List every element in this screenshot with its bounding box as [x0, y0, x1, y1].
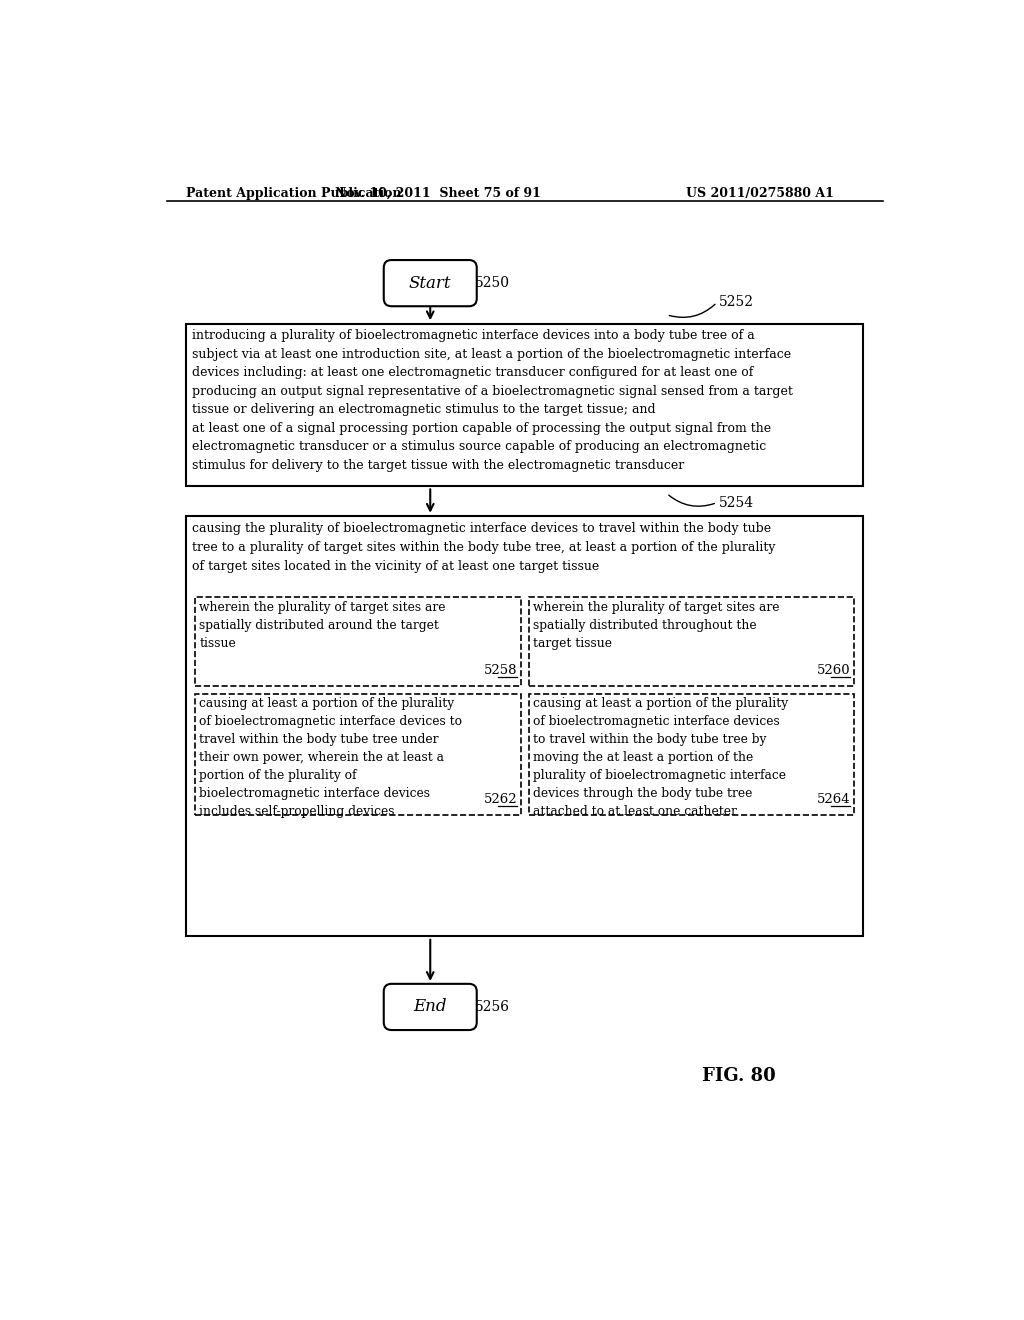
FancyBboxPatch shape	[528, 693, 854, 816]
FancyBboxPatch shape	[186, 323, 863, 486]
FancyBboxPatch shape	[384, 983, 477, 1030]
Text: wherein the plurality of target sites are
spatially distributed throughout the
t: wherein the plurality of target sites ar…	[532, 601, 779, 651]
Text: causing at least a portion of the plurality
of bioelectromagnetic interface devi: causing at least a portion of the plural…	[200, 697, 462, 818]
Text: Nov. 10, 2011  Sheet 75 of 91: Nov. 10, 2011 Sheet 75 of 91	[335, 187, 541, 199]
Text: introducing a plurality of bioelectromagnetic interface devices into a body tube: introducing a plurality of bioelectromag…	[191, 330, 793, 471]
Text: FIG. 80: FIG. 80	[701, 1068, 775, 1085]
FancyBboxPatch shape	[186, 516, 863, 936]
Text: 5260: 5260	[817, 664, 850, 677]
Text: causing at least a portion of the plurality
of bioelectromagnetic interface devi: causing at least a portion of the plural…	[532, 697, 787, 818]
Text: 5264: 5264	[817, 793, 850, 807]
Text: causing the plurality of bioelectromagnetic interface devices to travel within t: causing the plurality of bioelectromagne…	[191, 521, 775, 573]
Text: 5256: 5256	[475, 1001, 510, 1014]
Text: 5252: 5252	[719, 296, 755, 309]
Text: Patent Application Publication: Patent Application Publication	[186, 187, 401, 199]
Text: Start: Start	[409, 275, 452, 292]
Text: US 2011/0275880 A1: US 2011/0275880 A1	[686, 187, 834, 199]
FancyBboxPatch shape	[196, 598, 521, 686]
FancyBboxPatch shape	[196, 693, 521, 816]
Text: End: End	[414, 998, 447, 1015]
FancyBboxPatch shape	[384, 260, 477, 306]
FancyBboxPatch shape	[528, 598, 854, 686]
Text: wherein the plurality of target sites are
spatially distributed around the targe: wherein the plurality of target sites ar…	[200, 601, 445, 651]
Text: 5258: 5258	[483, 664, 517, 677]
Text: 5262: 5262	[483, 793, 517, 807]
Text: 5254: 5254	[719, 495, 755, 510]
Text: 5250: 5250	[475, 276, 510, 290]
